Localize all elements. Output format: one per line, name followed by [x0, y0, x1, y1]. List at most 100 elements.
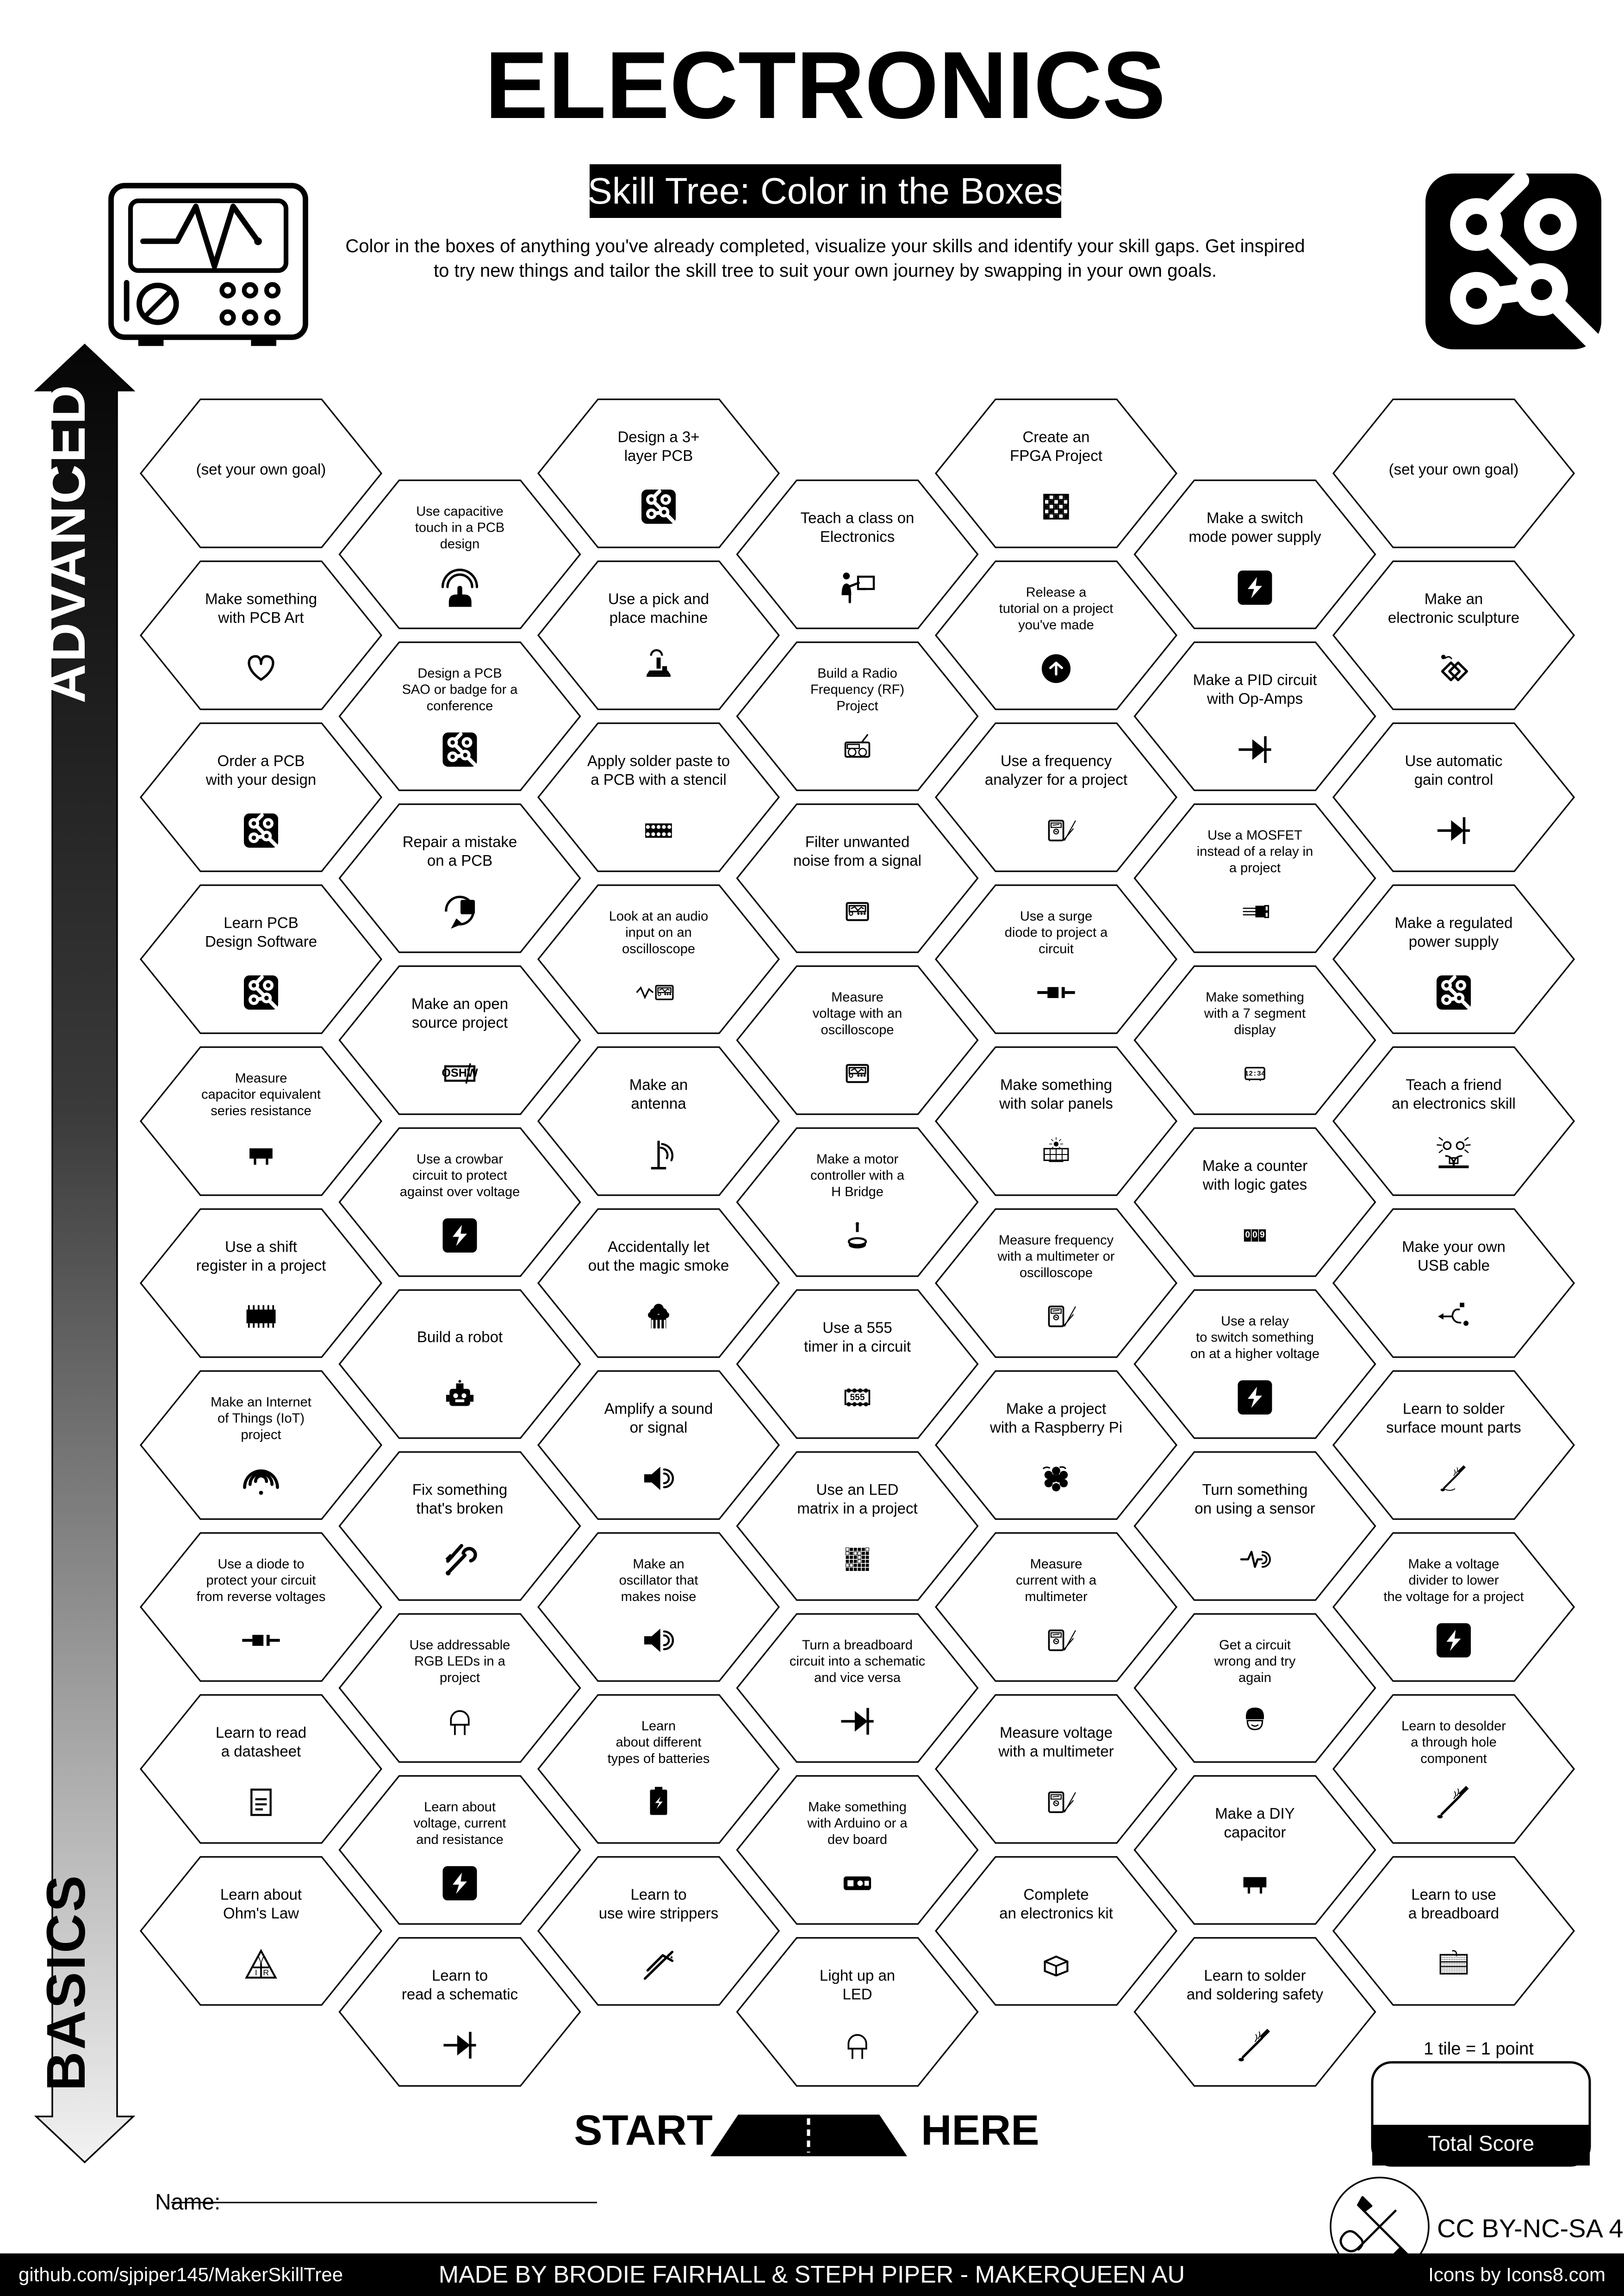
svg-text:Use a surge: Use a surge [1020, 909, 1092, 924]
svg-text:Apply solder paste to: Apply solder paste to [587, 752, 730, 769]
svg-text:Measure: Measure [235, 1071, 287, 1086]
svg-text:and soldering safety: and soldering safety [1187, 1986, 1324, 2003]
svg-text:input on an: input on an [625, 925, 692, 940]
svg-text:tutorial on a project: tutorial on a project [999, 602, 1114, 616]
svg-text:display: display [1234, 1023, 1276, 1037]
svg-text:Turn a breadboard: Turn a breadboard [802, 1638, 913, 1652]
svg-text:a PCB with a stencil: a PCB with a stencil [591, 771, 726, 788]
svg-text:Design a 3+: Design a 3+ [617, 428, 699, 446]
svg-text:or signal: or signal [630, 1419, 688, 1436]
svg-text:Design Software: Design Software [205, 933, 317, 950]
svg-text:Learn to solder: Learn to solder [1204, 1967, 1306, 1984]
svg-text:LED: LED [842, 1986, 872, 2003]
svg-text:Use a MOSFET: Use a MOSFET [1207, 828, 1302, 843]
svg-text:Make an: Make an [633, 1557, 684, 1571]
svg-text:Amplify a sound: Amplify a sound [604, 1400, 713, 1417]
svg-text:Release a: Release a [1026, 585, 1087, 600]
svg-text:Total Score: Total Score [1428, 2131, 1534, 2155]
svg-text:Learn to read: Learn to read [216, 1724, 306, 1741]
svg-text:Use automatic: Use automatic [1405, 752, 1503, 769]
svg-text:Fix something: Fix something [412, 1481, 507, 1498]
svg-text:again: again [1238, 1670, 1271, 1685]
svg-text:Make a PID circuit: Make a PID circuit [1193, 671, 1317, 689]
svg-text:Make a voltage: Make a voltage [1408, 1557, 1500, 1571]
svg-text:on at a higher voltage: on at a higher voltage [1190, 1347, 1319, 1361]
svg-text:SAO or badge for a: SAO or badge for a [402, 683, 518, 697]
svg-text:project: project [440, 1670, 480, 1685]
svg-text:Learn to solder: Learn to solder [1403, 1400, 1505, 1417]
svg-text:with Arduino or a: with Arduino or a [807, 1816, 908, 1831]
svg-text:Build a Radio: Build a Radio [817, 666, 897, 681]
svg-text:MADE BY BRODIE FAIRHALL & STEP: MADE BY BRODIE FAIRHALL & STEPH PIPER - … [439, 2261, 1185, 2288]
svg-text:Make a switch: Make a switch [1207, 509, 1303, 527]
svg-text:with your design: with your design [205, 771, 316, 788]
svg-text:a project: a project [1229, 861, 1281, 875]
svg-text:antenna: antenna [631, 1095, 686, 1112]
svg-text:Use capacitive: Use capacitive [416, 504, 504, 519]
svg-text:design: design [440, 537, 479, 552]
svg-text:a breadboard: a breadboard [1408, 1905, 1499, 1922]
svg-text:electronic sculpture: electronic sculpture [1388, 609, 1519, 626]
svg-text:out the magic smoke: out the magic smoke [588, 1257, 729, 1274]
svg-text:register in a project: register in a project [196, 1257, 326, 1274]
svg-text:Learn about: Learn about [424, 1800, 496, 1814]
svg-text:oscilloscope: oscilloscope [622, 942, 695, 956]
svg-text:Make a motor: Make a motor [816, 1152, 899, 1167]
svg-text:Make something: Make something [808, 1800, 907, 1814]
svg-text:Color in the boxes of anything: Color in the boxes of anything you've al… [345, 236, 1305, 256]
svg-text:protect your circuit: protect your circuit [206, 1573, 316, 1588]
svg-text:source project: source project [412, 1014, 508, 1031]
svg-text:conference: conference [427, 699, 493, 714]
svg-text:Electronics: Electronics [820, 528, 895, 545]
svg-text:Make something: Make something [1206, 990, 1304, 1005]
svg-text:BASICS: BASICS [36, 1874, 97, 2091]
svg-text:Make something: Make something [205, 590, 317, 608]
svg-text:Use a crowbar: Use a crowbar [417, 1152, 503, 1167]
svg-text:power supply: power supply [1409, 933, 1499, 950]
svg-text:H Bridge: H Bridge [831, 1185, 884, 1199]
svg-text:mode power supply: mode power supply [1188, 528, 1321, 545]
svg-text:with PCB Art: with PCB Art [218, 609, 304, 626]
svg-text:you've made: you've made [1018, 618, 1094, 633]
svg-text:Use a shift: Use a shift [225, 1238, 297, 1255]
svg-text:Frequency (RF): Frequency (RF) [810, 683, 904, 697]
svg-text:OSHW: OSHW [442, 1067, 478, 1080]
svg-text:voltage with an: voltage with an [813, 1006, 902, 1021]
svg-text:Design a PCB: Design a PCB [417, 666, 502, 681]
svg-text:noise from a signal: noise from a signal [793, 852, 921, 869]
svg-text:Accidentally let: Accidentally let [608, 1238, 709, 1255]
svg-text:to switch something: to switch something [1196, 1330, 1314, 1345]
svg-text:555: 555 [850, 1393, 865, 1402]
svg-text:FPGA Project: FPGA Project [1010, 447, 1102, 464]
svg-text:Repair a mistake: Repair a mistake [403, 833, 517, 850]
svg-text:makes noise: makes noise [621, 1589, 697, 1604]
svg-text:Use a frequency: Use a frequency [1001, 752, 1112, 769]
svg-text:Make an open: Make an open [411, 995, 508, 1012]
svg-text:current with a: current with a [1016, 1573, 1097, 1588]
svg-text:CC BY-NC-SA 4.0: CC BY-NC-SA 4.0 [1437, 2214, 1624, 2243]
svg-text:START: START [574, 2107, 713, 2154]
svg-text:RGB LEDs in a: RGB LEDs in a [414, 1654, 505, 1669]
svg-text:oscilloscope: oscilloscope [821, 1023, 894, 1037]
svg-text:project: project [241, 1427, 281, 1442]
svg-text:Learn PCB: Learn PCB [224, 914, 298, 931]
svg-text:12:34: 12:34 [1244, 1070, 1265, 1078]
svg-text:a through hole: a through hole [1411, 1735, 1496, 1750]
svg-text:with a Raspberry Pi: with a Raspberry Pi [989, 1419, 1122, 1436]
svg-text:voltage, current: voltage, current [414, 1816, 506, 1831]
svg-text:with Op-Amps: with Op-Amps [1207, 690, 1303, 707]
svg-text:Make an Internet: Make an Internet [211, 1395, 311, 1409]
svg-text:surface mount parts: surface mount parts [1386, 1419, 1521, 1436]
svg-text:multimeter: multimeter [1025, 1589, 1088, 1604]
svg-text:Learn to use: Learn to use [1411, 1886, 1496, 1903]
svg-text:that's broken: that's broken [417, 1500, 504, 1517]
svg-text:Use addressable: Use addressable [410, 1638, 510, 1652]
svg-text:Make something: Make something [1000, 1076, 1112, 1093]
svg-text:Create an: Create an [1023, 428, 1090, 446]
svg-text:oscillator that: oscillator that [619, 1573, 698, 1588]
svg-text:to try new things and tailor t: to try new things and tailor the skill t… [434, 261, 1217, 281]
svg-text:Make a project: Make a project [1006, 1400, 1106, 1417]
svg-text:Use a pick and: Use a pick and [608, 590, 709, 608]
svg-text:Teach a friend: Teach a friend [1406, 1076, 1501, 1093]
svg-text:instead of a relay in: instead of a relay in [1197, 844, 1313, 859]
